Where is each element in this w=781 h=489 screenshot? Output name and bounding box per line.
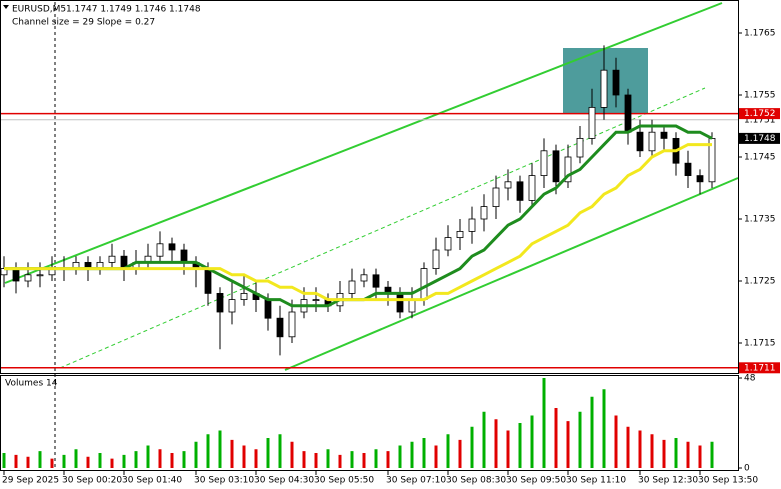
y-tick-label: 1.1735 [744,215,776,225]
y-tick-label: 1.1745 [744,153,776,163]
candle-body [180,249,188,263]
volume-tick-label: 48 [744,374,756,384]
channel-lower [284,177,739,371]
candle-body [684,162,692,176]
candle-body [492,187,500,208]
candle-body [240,292,248,300]
candle-body [396,292,404,313]
x-tick-label: 30 Sep 07:10 [386,476,446,486]
candle-body [312,299,320,302]
candle-body [228,299,236,313]
candle-body [648,131,656,152]
y-tick-label: 1.1715 [744,339,776,349]
candle-body [696,175,704,183]
candle-body [636,131,644,152]
x-tick-label: 30 Sep 03:10 [194,476,254,486]
channel-middle [59,87,706,369]
candle-body [480,206,488,220]
candle-body [516,181,524,201]
x-tick-label: 30 Sep 13:50 [698,476,758,486]
candle-body [408,299,416,313]
collapse-icon [3,5,9,9]
candle-body [36,274,44,277]
ohlc: 1.1747 1.1749 1.1746 1.1748 [66,5,201,15]
candle-body [12,268,20,282]
last-price-box [739,132,780,144]
candle-body [588,107,596,139]
candle-body [660,131,668,139]
x-tick-label: 29 Sep 2025 [2,476,59,486]
candle-body [468,218,476,232]
candle-body [216,292,224,313]
x-tick-label: 30 Sep 12:30 [638,476,698,486]
candle-body [624,94,632,133]
candle-body [564,156,572,183]
level-box [739,108,780,120]
candle-body [540,150,548,177]
volume-frame [0,375,739,471]
candle-body [432,249,440,270]
candle-body [372,274,380,288]
candle-body [204,268,212,294]
candle-body [360,274,368,282]
moving-average [4,143,712,302]
level-box [739,362,780,374]
candle-body [420,268,428,301]
candle-body [504,181,512,189]
candle-body [108,255,116,263]
last-price-label: 1.1748 [744,134,776,144]
x-tick-label: 30 Sep 01:40 [122,476,182,486]
candle-body [552,150,560,183]
y-tick-label: 1.1765 [744,29,776,39]
level-label: 1.1752 [744,109,776,119]
x-tick-label: 30 Sep 04:30 [254,476,314,486]
candle-body [288,311,296,338]
y-tick-label: 1.1755 [744,91,776,101]
y-tick-label: 1.1725 [744,277,776,287]
candle-body [24,274,32,282]
symbol: EURUSD,M5 [12,5,66,15]
price-frame [0,0,739,374]
volume-title: Volumes 14 [5,379,58,389]
volume-tick-label: 0 [744,464,750,474]
candle-body [264,299,272,319]
x-tick-label: 30 Sep 09:50 [506,476,566,486]
x-tick-label: 30 Sep 00:20 [62,476,122,486]
candle-body [444,237,452,251]
x-tick-label: 30 Sep 08:30 [446,476,506,486]
bid-label: 1.1751 [744,115,776,125]
channel-info: Channel size = 29 Slope = 0.27 [12,18,155,28]
candle-body [528,175,536,201]
candle-body [576,137,584,158]
level-label: 1.1711 [744,363,776,373]
candle-body [600,69,608,108]
candle-body [348,280,356,294]
x-tick-label: 30 Sep 05:50 [314,476,374,486]
candle-body [168,243,176,251]
channel-upper [4,2,723,284]
candle-body [612,69,620,96]
x-tick-label: 30 Sep 11:10 [566,476,626,486]
candle-body [276,317,284,338]
candle-body [456,230,464,238]
candle-body [156,243,164,257]
